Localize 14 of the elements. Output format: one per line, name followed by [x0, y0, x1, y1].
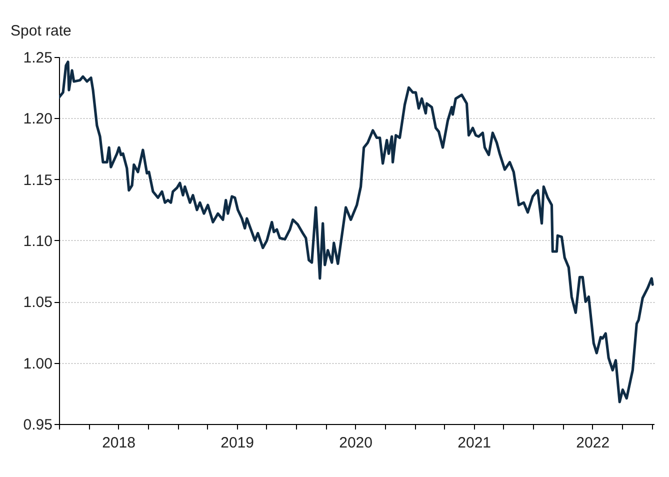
y-tick-label: 1.15 [23, 172, 52, 189]
x-tick-label: 2021 [458, 434, 492, 452]
y-tick-label: 1.05 [23, 294, 52, 312]
x-tick-label: 2020 [339, 434, 372, 452]
y-tick-label: 1.20 [23, 110, 52, 128]
line-series [59, 60, 654, 404]
x-tick-label: 2019 [220, 434, 254, 452]
y-tick-label: 1.25 [23, 50, 52, 66]
y-tick-label: 1.10 [23, 233, 52, 250]
y-axis-title: Spot rate [10, 22, 72, 40]
x-tick-label: 2018 [102, 434, 136, 452]
y-tick-label: 1.00 [23, 355, 52, 372]
y-tick-label: 0.95 [23, 416, 52, 434]
x-tick-label: 2022 [576, 434, 610, 452]
